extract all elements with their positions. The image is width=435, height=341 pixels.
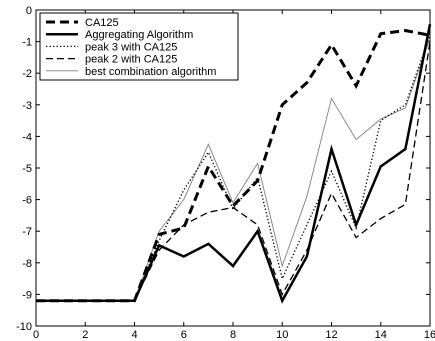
y-tick-label: -1: [22, 37, 32, 49]
x-tick-label: 12: [325, 329, 337, 341]
y-tick-label: -5: [22, 163, 32, 175]
legend-label: Aggregating Algorithm: [85, 29, 193, 41]
series-line-aggregating-algorithm: [36, 23, 432, 304]
y-tick-label: -3: [22, 100, 32, 112]
x-tick-label: 16: [424, 329, 435, 341]
y-tick-label: -10: [16, 321, 32, 333]
y-tick-label: -7: [22, 226, 32, 238]
y-tick-label: -6: [22, 195, 32, 207]
x-tick-label: 8: [230, 329, 236, 341]
y-tick-label: -2: [22, 68, 32, 80]
x-tick-label: 10: [276, 329, 288, 341]
y-tick-label: -4: [22, 131, 32, 143]
y-tick-label: 0: [26, 5, 32, 17]
x-tick-label: 14: [375, 329, 387, 341]
legend-label: peak 2 with CA125: [85, 54, 177, 66]
x-tick-label: 2: [82, 329, 88, 341]
legend-label: peak 3 with CA125: [85, 41, 177, 53]
x-tick-label: 4: [131, 329, 137, 341]
series-line-ca125: [36, 29, 431, 303]
x-tick-label: 6: [181, 329, 187, 341]
series-layer: [36, 23, 432, 304]
legend-label: CA125: [85, 17, 119, 29]
legend-label: best combination algorithm: [85, 66, 216, 78]
x-tick-label: 0: [33, 329, 39, 341]
y-tick-label: -9: [22, 289, 32, 301]
legend-box: [39, 12, 239, 81]
y-tick-label: -8: [22, 258, 32, 270]
series-line-peak-2-with-ca125: [36, 41, 431, 302]
